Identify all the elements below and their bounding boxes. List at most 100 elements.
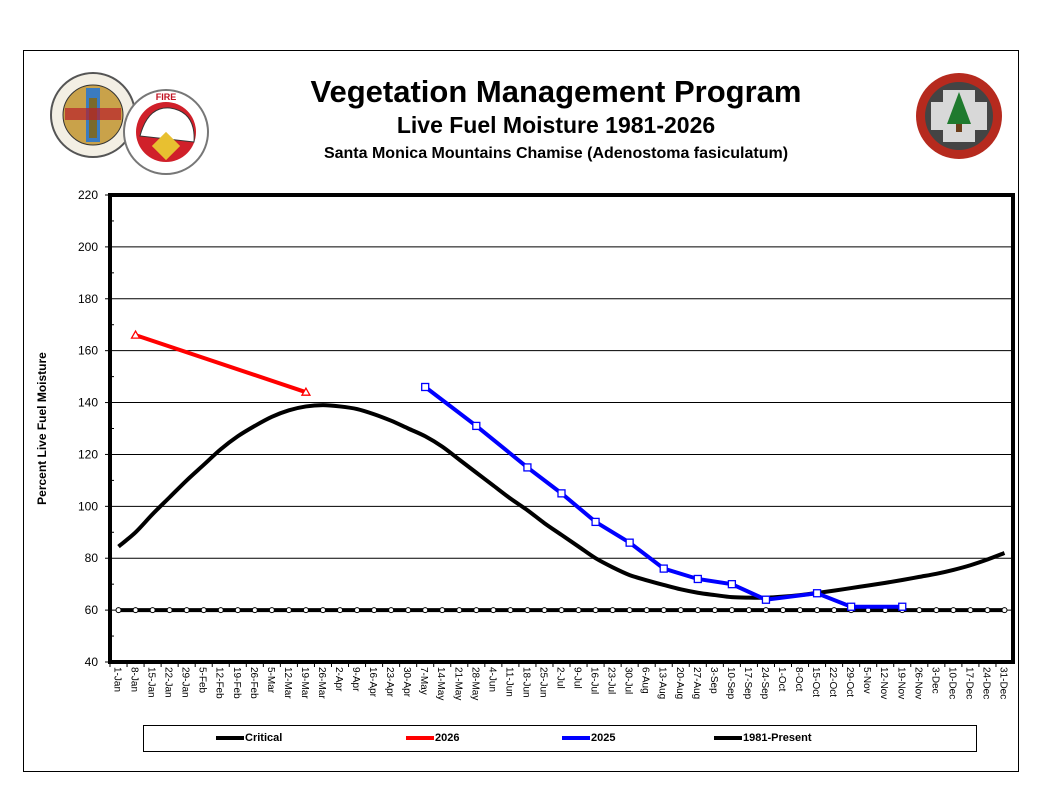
x-tick-label: 28-May [469, 667, 480, 700]
data-point-critical [217, 607, 224, 614]
data-point-critical [473, 607, 480, 614]
x-tick-label: 22-Oct [827, 667, 838, 697]
data-point-critical [626, 607, 633, 614]
county-fire-logo: FIRE [48, 70, 213, 185]
data-point-critical [388, 607, 395, 614]
data-point-critical [541, 607, 548, 614]
data-point-critical [302, 607, 309, 614]
y-tick-label: 60 [85, 603, 99, 617]
data-point-2025 [625, 538, 634, 547]
data-point-critical [797, 607, 804, 614]
data-point-critical [285, 607, 292, 614]
data-point-critical [916, 607, 923, 614]
x-tick-label: 24-Dec [980, 667, 991, 699]
y-tick-label: 40 [85, 655, 99, 669]
y-tick-label: 200 [78, 240, 98, 254]
x-tick-label: 12-Feb [214, 667, 225, 699]
x-tick-label: 1-Jan [112, 667, 123, 692]
series-line-2026 [134, 333, 307, 395]
data-point-critical [439, 607, 446, 614]
legend-swatch [714, 736, 742, 740]
data-point-2025 [523, 463, 532, 472]
chart-title: Vegetation Management Program [310, 74, 802, 109]
x-tick-label: 10-Sep [725, 667, 736, 700]
x-tick-label: 13-Aug [657, 667, 668, 699]
data-point-critical [575, 607, 582, 614]
data-point-2025 [591, 517, 600, 527]
data-point-critical [643, 607, 650, 614]
data-point-critical [337, 607, 344, 614]
x-tick-label: 27-Aug [691, 667, 702, 699]
x-tick-label: 21-May [452, 667, 463, 700]
x-tick-label: 16-Apr [367, 667, 378, 698]
data-point-critical [609, 607, 616, 614]
x-tick-label: 26-Feb [248, 667, 259, 699]
data-point-2025 [421, 382, 430, 392]
series-line-2025 [423, 385, 903, 609]
x-tick-label: 29-Jan [180, 667, 191, 698]
x-tick-label: 3-Dec [929, 667, 940, 694]
data-point-critical [1001, 607, 1008, 614]
data-point-critical [950, 607, 957, 614]
x-tick-label: 12-Mar [282, 667, 293, 699]
data-point-critical [728, 607, 735, 614]
chart-frame [23, 50, 1019, 772]
x-tick-label: 4-Jun [486, 667, 497, 692]
x-tick-label: 16-Jul [589, 667, 600, 694]
legend-item: 1981-Present [714, 732, 812, 744]
legend-item: 2025 [562, 732, 615, 744]
data-point-critical [371, 607, 378, 614]
x-tick-label: 18-Jun [520, 667, 531, 698]
x-tick-label: 12-Nov [878, 667, 889, 699]
legend-label: 1981-Present [743, 732, 812, 744]
data-point-critical [745, 607, 752, 614]
data-point-critical [200, 607, 207, 614]
x-tick-label: 9-Jul [572, 667, 583, 689]
x-tick-label: 19-Feb [231, 667, 242, 699]
x-tick-label: 9-Apr [350, 667, 361, 692]
legend-item: 2026 [406, 732, 459, 744]
x-tick-label: 20-Aug [674, 667, 685, 699]
data-point-critical [405, 607, 412, 614]
legend-swatch [216, 736, 244, 740]
x-tick-label: 1-Oct [776, 667, 787, 692]
data-point-critical [967, 607, 974, 614]
data-point-2025 [812, 589, 822, 598]
data-point-critical [251, 607, 258, 614]
x-tick-label: 31-Dec [997, 667, 1008, 699]
data-point-critical [149, 607, 156, 614]
data-point-critical [711, 607, 718, 614]
data-point-critical [592, 607, 599, 614]
data-point-critical [694, 607, 701, 614]
x-tick-label: 5-Feb [197, 667, 208, 694]
data-point-critical [762, 607, 769, 614]
data-point-critical [422, 607, 429, 614]
data-point-critical [558, 607, 565, 614]
data-point-2026 [130, 329, 141, 339]
x-tick-label: 2-Jul [555, 667, 566, 689]
data-point-critical [779, 607, 786, 614]
y-tick-label: 180 [78, 292, 98, 306]
legend-item: Critical [216, 732, 282, 744]
x-tick-label: 8-Jan [129, 667, 140, 692]
data-point-critical [831, 607, 838, 614]
x-tick-label: 24-Sep [759, 667, 770, 700]
chart-subtitle: Live Fuel Moisture 1981-2026 [396, 112, 716, 138]
x-tick-label: 6-Aug [640, 667, 651, 694]
data-point-2025 [727, 580, 737, 589]
data-point-critical [132, 607, 139, 614]
legend-label: 2025 [591, 732, 616, 744]
legend-label: Critical [245, 732, 283, 744]
data-point-2025 [557, 489, 566, 498]
x-tick-label: 17-Sep [742, 667, 753, 700]
x-tick-label: 26-Nov [912, 667, 923, 699]
x-tick-label: 3-Sep [708, 667, 719, 694]
data-point-2025 [659, 564, 668, 573]
data-point-critical [319, 607, 326, 614]
y-tick-label: 140 [78, 396, 98, 410]
x-tick-label: 14-May [435, 667, 446, 700]
data-point-critical [814, 607, 821, 614]
data-point-2025 [898, 602, 907, 611]
data-point-2026 [300, 386, 312, 396]
x-tick-label: 5-Nov [861, 667, 872, 694]
